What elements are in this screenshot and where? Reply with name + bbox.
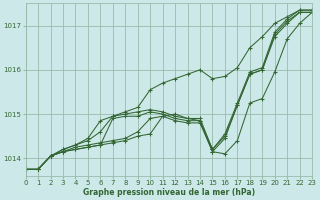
X-axis label: Graphe pression niveau de la mer (hPa): Graphe pression niveau de la mer (hPa) — [83, 188, 255, 197]
